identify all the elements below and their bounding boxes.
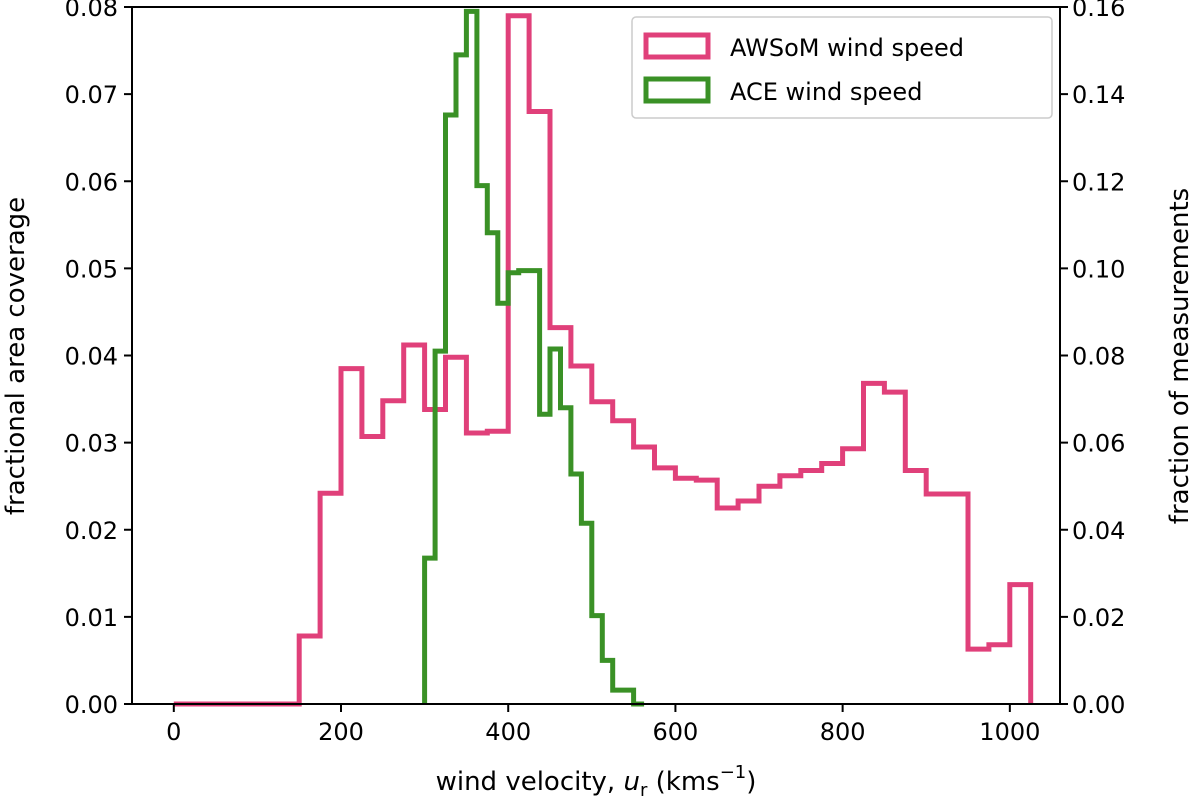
histogram-series-ace-wind-speed bbox=[422, 8, 645, 707]
right-y-tick-label: 0.02 bbox=[1072, 604, 1125, 632]
left-y-tick-label: 0.08 bbox=[65, 0, 118, 22]
legend-label-ace: ACE wind speed bbox=[730, 78, 922, 106]
x-tick-label: 1000 bbox=[979, 718, 1040, 746]
right-y-tick-label: 0.00 bbox=[1072, 691, 1125, 719]
plot-content bbox=[173, 8, 1034, 707]
x-axis-title-variable: u bbox=[623, 767, 639, 797]
x-axis-title-unit: (kms bbox=[647, 767, 719, 797]
legend-swatch-ace bbox=[643, 76, 711, 104]
left-y-tick-label: 0.05 bbox=[65, 255, 118, 283]
x-tick-label: 800 bbox=[820, 718, 866, 746]
right-y-tick-label: 0.16 bbox=[1072, 0, 1125, 22]
right-y-axis-title: fraction of measurements bbox=[1165, 188, 1195, 524]
x-tick-label: 200 bbox=[318, 718, 364, 746]
x-tick-label: 600 bbox=[653, 718, 699, 746]
left-y-axis-title: fractional area coverage bbox=[1, 197, 31, 515]
legend-swatch-awsom bbox=[643, 32, 711, 60]
left-y-tick-label: 0.02 bbox=[65, 517, 118, 545]
left-y-tick-label: 0.00 bbox=[65, 691, 118, 719]
x-axis-title-close: ) bbox=[746, 767, 756, 797]
right-y-tick-label: 0.04 bbox=[1072, 517, 1125, 545]
x-tick-label: 400 bbox=[485, 718, 531, 746]
right-y-tick-label: 0.14 bbox=[1072, 81, 1125, 109]
right-y-tick-label: 0.08 bbox=[1072, 343, 1125, 371]
legend-box bbox=[631, 16, 1053, 119]
left-y-tick-label: 0.01 bbox=[65, 604, 118, 632]
right-y-tick-label: 0.12 bbox=[1072, 168, 1125, 196]
right-y-tick-label: 0.06 bbox=[1072, 430, 1125, 458]
x-axis-title-prefix: wind velocity, bbox=[436, 767, 624, 797]
left-y-tick-label: 0.07 bbox=[65, 81, 118, 109]
legend: AWSoM wind speed ACE wind speed bbox=[631, 16, 1053, 119]
left-y-tick-label: 0.06 bbox=[65, 168, 118, 196]
right-y-tick-label: 0.10 bbox=[1072, 255, 1125, 283]
ticks: 0 200 400 600 800 1000 0.00 0.01 0.02 0.03 0.04 0.0… bbox=[65, 0, 1126, 746]
x-tick-label: 0 bbox=[166, 718, 181, 746]
histogram-series-awsom-wind-speed bbox=[173, 13, 1034, 707]
left-y-tick-label: 0.04 bbox=[65, 343, 118, 371]
x-axis-title-subscript: r bbox=[640, 780, 648, 801]
legend-label-awsom: AWSoM wind speed bbox=[730, 34, 964, 62]
x-axis-title: wind velocity, ur (kms−1) bbox=[436, 762, 757, 801]
left-y-tick-label: 0.03 bbox=[65, 430, 118, 458]
x-axis-title-exponent: −1 bbox=[720, 762, 747, 783]
